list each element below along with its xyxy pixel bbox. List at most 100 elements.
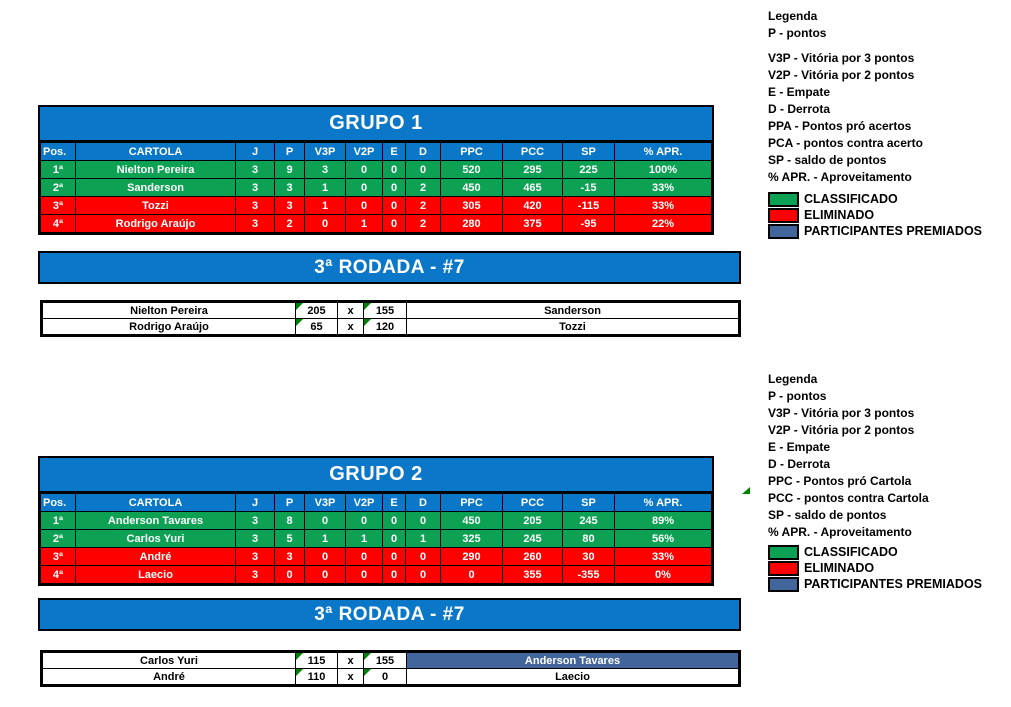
e-cell[interactable]: 0 [382,214,406,233]
p-cell[interactable]: 3 [274,547,305,566]
j-cell[interactable]: 3 [235,547,275,566]
ppc-cell[interactable]: 450 [440,178,503,197]
header-sp[interactable]: SP [562,493,615,512]
apr-cell[interactable]: 100% [614,160,712,179]
sp-cell[interactable]: -95 [562,214,615,233]
header-j[interactable]: J [235,142,275,161]
pos-cell[interactable]: 3ª [40,547,76,566]
home-score-cell[interactable]: 115 [295,652,338,669]
v2p-cell[interactable]: 0 [345,565,383,584]
home-player-cell[interactable]: André [42,668,296,685]
versus-cell[interactable]: x [337,318,364,335]
sp-cell[interactable]: 225 [562,160,615,179]
away-player-cell[interactable]: Tozzi [406,318,739,335]
header-p[interactable]: P [274,493,305,512]
d-cell[interactable]: 0 [405,547,441,566]
header-p[interactable]: P [274,142,305,161]
sp-cell[interactable]: -115 [562,196,615,215]
v2p-cell[interactable]: 0 [345,160,383,179]
apr-cell[interactable]: 0% [614,565,712,584]
v3p-cell[interactable]: 0 [304,214,346,233]
away-player-cell[interactable]: Sanderson [406,302,739,319]
d-cell[interactable]: 0 [405,511,441,530]
j-cell[interactable]: 3 [235,511,275,530]
versus-cell[interactable]: x [337,302,364,319]
p-cell[interactable]: 9 [274,160,305,179]
header-ppc[interactable]: PPC [440,493,503,512]
d-cell[interactable]: 0 [405,160,441,179]
cartola-cell[interactable]: Anderson Tavares [75,511,236,530]
header-pos[interactable]: Pos. [40,493,76,512]
v3p-cell[interactable]: 0 [304,511,346,530]
e-cell[interactable]: 0 [382,529,406,548]
v3p-cell[interactable]: 1 [304,196,346,215]
header-v3p[interactable]: V3P [304,493,346,512]
away-score-cell[interactable]: 155 [363,302,407,319]
sp-cell[interactable]: 245 [562,511,615,530]
pos-cell[interactable]: 2ª [40,178,76,197]
e-cell[interactable]: 0 [382,565,406,584]
p-cell[interactable]: 0 [274,565,305,584]
pcc-cell[interactable]: 355 [502,565,563,584]
v2p-cell[interactable]: 1 [345,214,383,233]
header-apr[interactable]: % APR. [614,493,712,512]
apr-cell[interactable]: 33% [614,547,712,566]
v2p-cell[interactable]: 0 [345,511,383,530]
header-v2p[interactable]: V2P [345,142,383,161]
away-score-cell[interactable]: 0 [363,668,407,685]
ppc-cell[interactable]: 0 [440,565,503,584]
pcc-cell[interactable]: 260 [502,547,563,566]
j-cell[interactable]: 3 [235,160,275,179]
group1-round-banner[interactable]: 3ª RODADA - #7 [38,251,741,284]
e-cell[interactable]: 0 [382,178,406,197]
pcc-cell[interactable]: 295 [502,160,563,179]
j-cell[interactable]: 3 [235,565,275,584]
header-j[interactable]: J [235,493,275,512]
d-cell[interactable]: 2 [405,214,441,233]
d-cell[interactable]: 1 [405,529,441,548]
p-cell[interactable]: 2 [274,214,305,233]
e-cell[interactable]: 0 [382,547,406,566]
header-sp[interactable]: SP [562,142,615,161]
p-cell[interactable]: 8 [274,511,305,530]
home-score-cell[interactable]: 65 [295,318,338,335]
away-score-cell[interactable]: 155 [363,652,407,669]
header-pcc[interactable]: PCC [502,142,563,161]
v3p-cell[interactable]: 3 [304,160,346,179]
header-e[interactable]: E [382,493,406,512]
versus-cell[interactable]: x [337,652,364,669]
header-pcc[interactable]: PCC [502,493,563,512]
home-score-cell[interactable]: 110 [295,668,338,685]
apr-cell[interactable]: 33% [614,178,712,197]
home-player-cell[interactable]: Rodrigo Araújo [42,318,296,335]
ppc-cell[interactable]: 520 [440,160,503,179]
header-apr[interactable]: % APR. [614,142,712,161]
ppc-cell[interactable]: 280 [440,214,503,233]
sp-cell[interactable]: 30 [562,547,615,566]
sp-cell[interactable]: -15 [562,178,615,197]
header-pos[interactable]: Pos. [40,142,76,161]
v2p-cell[interactable]: 1 [345,529,383,548]
d-cell[interactable]: 2 [405,178,441,197]
cartola-cell[interactable]: Rodrigo Araújo [75,214,236,233]
v3p-cell[interactable]: 0 [304,547,346,566]
apr-cell[interactable]: 56% [614,529,712,548]
apr-cell[interactable]: 33% [614,196,712,215]
header-cartola[interactable]: CARTOLA [75,493,236,512]
header-e[interactable]: E [382,142,406,161]
cartola-cell[interactable]: Laecio [75,565,236,584]
p-cell[interactable]: 5 [274,529,305,548]
e-cell[interactable]: 0 [382,160,406,179]
apr-cell[interactable]: 22% [614,214,712,233]
pcc-cell[interactable]: 465 [502,178,563,197]
cartola-cell[interactable]: André [75,547,236,566]
pos-cell[interactable]: 4ª [40,214,76,233]
pos-cell[interactable]: 2ª [40,529,76,548]
cartola-cell[interactable]: Tozzi [75,196,236,215]
group2-title[interactable]: GRUPO 2 [40,458,712,493]
sp-cell[interactable]: 80 [562,529,615,548]
ppc-cell[interactable]: 450 [440,511,503,530]
v2p-cell[interactable]: 0 [345,196,383,215]
home-player-cell[interactable]: Carlos Yuri [42,652,296,669]
versus-cell[interactable]: x [337,668,364,685]
